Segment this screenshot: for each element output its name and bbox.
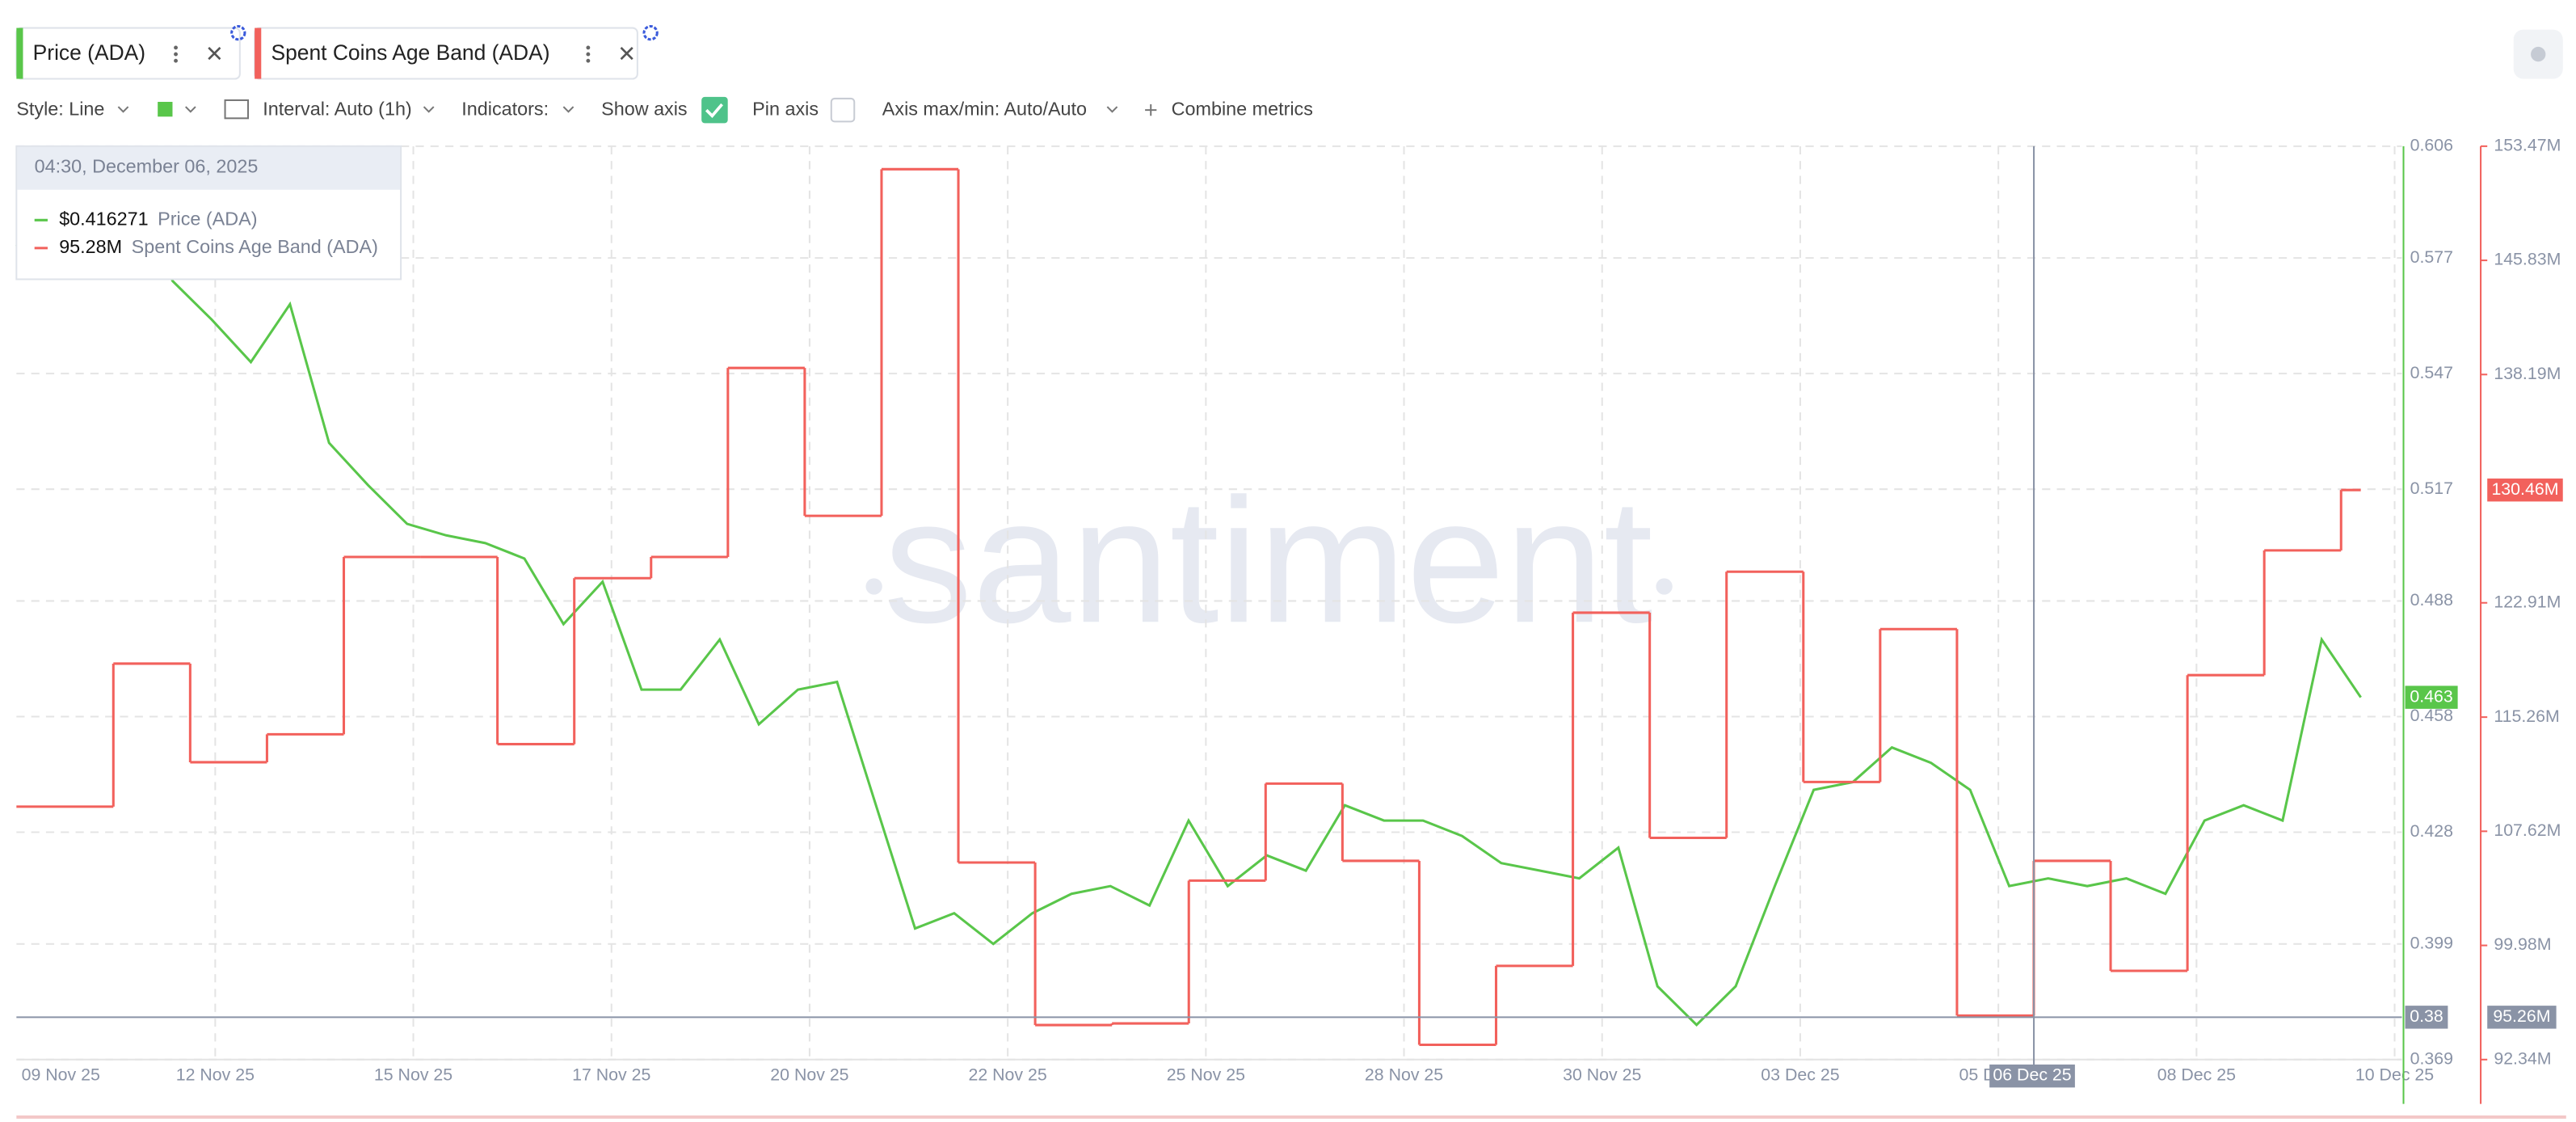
close-icon[interactable] [208, 47, 221, 61]
x-tick-label: 08 Dec 25 [2157, 1065, 2236, 1085]
x-tick-label: 30 Nov 25 [1563, 1065, 1641, 1085]
chevron [562, 106, 575, 113]
axis-range-select[interactable]: Axis max/min: Auto/Auto [882, 98, 1087, 119]
tab-color [255, 27, 262, 79]
interval-icon [224, 99, 250, 120]
y2-tick-label: 115.26M [2494, 707, 2559, 726]
tooltip: 04:30, December 06, 2025 $0.416271 Price… [15, 145, 402, 280]
watermark-dot [865, 578, 882, 595]
y-tick-label: 0.547 [2410, 363, 2453, 382]
show-axis-checkbox[interactable] [701, 96, 728, 124]
x-tick-label: 15 Nov 25 [374, 1065, 452, 1085]
y-tick-label: 0.458 [2410, 706, 2453, 725]
tooltip-series: Price (ADA) [158, 208, 257, 229]
menu-icon [586, 58, 591, 63]
y-tick-label: 0.606 [2410, 136, 2453, 155]
tooltip-header [17, 146, 401, 190]
tooltip-time: 04:30, December 06, 2025 [35, 155, 259, 176]
y-tick-label: 0.488 [2410, 590, 2453, 610]
close-icon[interactable] [620, 47, 633, 61]
crosshair-y2-label: 95.26M [2493, 1006, 2550, 1026]
y2-tick-label: 92.34M [2494, 1048, 2551, 1068]
chevron [423, 106, 435, 113]
watermark: santiment [884, 461, 1653, 660]
y-tick-label: 0.517 [2410, 479, 2453, 498]
y-tick-label: 0.577 [2410, 247, 2453, 267]
price-line [15, 195, 2362, 1027]
chevron [117, 106, 129, 113]
chevron [1106, 106, 1118, 113]
y2-tick-label: 153.47M [2494, 136, 2561, 155]
options-dot [2531, 46, 2546, 62]
last-value-box [2487, 478, 2563, 502]
y2-tick-label: 122.91M [2494, 592, 2561, 611]
color-select[interactable] [158, 101, 173, 117]
y2-tick-label: 107.62M [2494, 820, 2561, 840]
crosshair-box [1989, 1064, 2075, 1088]
x-tick-label: 03 Dec 25 [1761, 1065, 1839, 1085]
tooltip-value: $0.416271 [59, 208, 148, 229]
menu-icon[interactable] [174, 45, 178, 50]
settings-icon[interactable] [642, 24, 659, 41]
x-tick-label: 09 Nov 25 [22, 1065, 100, 1085]
interval-select[interactable]: Interval: Auto (1h) [263, 98, 411, 119]
chevron [185, 106, 196, 113]
y-tick-label: 0.399 [2410, 933, 2453, 952]
last-value-label: 130.46M [2491, 479, 2558, 499]
check-icon [705, 103, 723, 118]
x-tick-label: 28 Nov 25 [1365, 1065, 1443, 1085]
x-tick-label: 20 Nov 25 [770, 1065, 848, 1085]
style-select[interactable]: Style: Line [16, 98, 104, 119]
y-tick-label: 0.428 [2410, 821, 2453, 841]
menu-icon [586, 52, 591, 57]
crosshair-x-label: 06 Dec 25 [1993, 1065, 2071, 1085]
tab-label: Spent Coins Age Band (ADA) [271, 40, 549, 65]
y2-tick-label: 138.19M [2494, 364, 2561, 383]
crosshair-y-label: 0.38 [2410, 1006, 2443, 1026]
x-tick-label: 17 Nov 25 [572, 1065, 650, 1085]
x-tick-label: 22 Nov 25 [969, 1065, 1047, 1085]
crosshair-box [2487, 1006, 2557, 1029]
tooltip-value: 95.28M [59, 236, 122, 257]
last-value-label: 0.463 [2410, 686, 2452, 706]
tab[interactable]: Price (ADA) [15, 24, 246, 80]
x-tick-label: 12 Nov 25 [176, 1065, 255, 1085]
plot-area: santiment 0.369 0.399 0.428 0.458 0.488 0.517 0… [15, 136, 2563, 1104]
tab-color [16, 27, 23, 79]
combine-metrics[interactable]: Combine metrics [1172, 98, 1313, 119]
tab-label: Price (ADA) [33, 40, 145, 65]
indicators-select[interactable]: Indicators: [461, 98, 549, 119]
x-tick-label: 25 Nov 25 [1167, 1065, 1245, 1085]
watermark-dot [1656, 578, 1673, 595]
menu-icon [174, 58, 178, 63]
menu-icon[interactable] [586, 45, 591, 50]
menu-icon [174, 52, 178, 57]
x-tick-label: 10 Dec 25 [2355, 1065, 2434, 1085]
tab[interactable]: Spent Coins Age Band (ADA) [254, 24, 659, 80]
toolbar: Style: Line Interval: Auto (1h) Indicato… [16, 96, 1313, 124]
crosshair-box [2405, 1006, 2448, 1029]
y-tick-label: 0.369 [2410, 1048, 2453, 1068]
last-value-box [2405, 685, 2458, 709]
settings-icon[interactable] [230, 24, 246, 41]
pin-axis-checkbox[interactable] [830, 97, 856, 123]
y2-tick-label: 145.83M [2494, 250, 2561, 269]
plus-icon [1145, 104, 1157, 116]
show-axis-label[interactable]: Show axis [601, 98, 687, 119]
y2-tick-label: 99.98M [2494, 934, 2551, 954]
pin-axis-label[interactable]: Pin axis [752, 98, 819, 119]
tooltip-series: Spent Coins Age Band (ADA) [132, 236, 378, 257]
